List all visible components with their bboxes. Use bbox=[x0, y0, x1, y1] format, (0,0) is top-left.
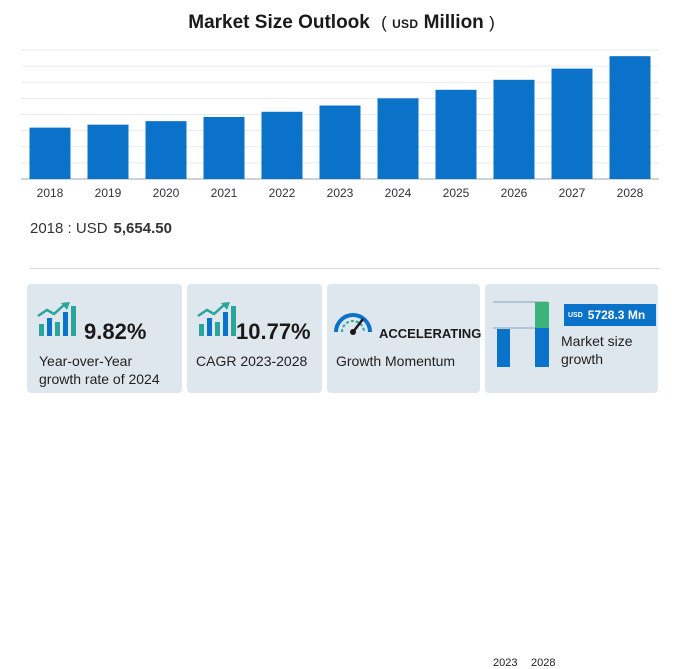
base-year-label: 2018 : USD bbox=[30, 220, 108, 237]
bar-2028 bbox=[609, 56, 651, 180]
market-growth-card: 2023 2028 Market size growth bbox=[485, 284, 658, 669]
x-tick-label-2026: 2026 bbox=[501, 186, 528, 200]
bar-2026 bbox=[493, 79, 535, 179]
momentum-label: Growth Momentum bbox=[336, 353, 456, 369]
yoy-label-line1: Year-over-Year bbox=[39, 353, 133, 369]
market-growth-badge: USD 5728.3 Mn bbox=[564, 304, 656, 326]
x-tick-label-2027: 2027 bbox=[559, 186, 586, 200]
mini-bar-2028-base bbox=[535, 328, 549, 367]
x-tick-label-2023: 2023 bbox=[327, 186, 354, 200]
x-tick-label-2024: 2024 bbox=[385, 186, 412, 200]
bar-2023 bbox=[319, 105, 361, 179]
growth-chart-icon bbox=[37, 302, 76, 336]
bar-2021 bbox=[203, 116, 245, 179]
yoy-growth-card: 9.82% Year-over-Year growth rate of 2024 bbox=[27, 284, 182, 393]
unit-word: Million bbox=[423, 12, 484, 33]
cagr-label: CAGR 2023-2028 bbox=[196, 353, 308, 369]
mini-year-start: 2023 bbox=[493, 657, 518, 669]
bar-2019 bbox=[87, 124, 129, 179]
bar-2018 bbox=[29, 127, 71, 179]
cagr-card: 10.77% CAGR 2023-2028 bbox=[187, 284, 322, 393]
market-growth-mini-chart bbox=[493, 301, 549, 367]
mini-year-end: 2028 bbox=[531, 657, 556, 669]
unit-currency: USD bbox=[392, 17, 419, 31]
bar-2025 bbox=[435, 89, 477, 179]
x-tick-label-2021: 2021 bbox=[211, 186, 238, 200]
growth-chart-icon bbox=[197, 302, 236, 336]
chart-unit: ( USD Million ) bbox=[381, 12, 495, 33]
momentum-card: ACCELERATING Growth Momentum bbox=[327, 284, 482, 393]
yoy-value: 9.82% bbox=[84, 319, 147, 344]
market-growth-label-line1: Market size bbox=[561, 333, 633, 349]
bar-2024 bbox=[377, 98, 419, 179]
market-growth-label-line2: growth bbox=[561, 351, 604, 367]
bar-2027 bbox=[551, 68, 593, 179]
bar-2022 bbox=[261, 111, 303, 179]
divider bbox=[30, 268, 660, 269]
speedometer-icon bbox=[334, 313, 372, 335]
market-size-bar-chart: 2018 2019 2020 2021 2022 2023 2024 2025 2026 2027… bbox=[21, 49, 659, 200]
x-tick-label-2020: 2020 bbox=[153, 186, 180, 200]
x-tick-label-2025: 2025 bbox=[443, 186, 470, 200]
momentum-value: ACCELERATING bbox=[379, 326, 482, 341]
badge-currency: USD bbox=[568, 311, 583, 319]
bar-2020 bbox=[145, 121, 187, 179]
mini-bar-2023 bbox=[497, 329, 510, 367]
yoy-label-line2: growth rate of 2024 bbox=[39, 371, 160, 387]
badge-value: 5728.3 Mn bbox=[587, 308, 646, 322]
x-tick-label-2028: 2028 bbox=[617, 186, 644, 200]
x-tick-label-2018: 2018 bbox=[37, 186, 64, 200]
mini-bar-2028-growth bbox=[535, 302, 549, 328]
x-tick-label-2019: 2019 bbox=[95, 186, 122, 200]
chart-title: Market Size Outlook ( USD Million ) bbox=[0, 12, 683, 34]
x-tick-label-2022: 2022 bbox=[269, 186, 296, 200]
base-year-value: 2018 : USD 5,654.50 bbox=[30, 220, 172, 237]
chart-title-text: Market Size Outlook bbox=[188, 12, 370, 33]
cagr-value: 10.77% bbox=[236, 319, 311, 344]
base-year-amount: 5,654.50 bbox=[113, 220, 172, 237]
